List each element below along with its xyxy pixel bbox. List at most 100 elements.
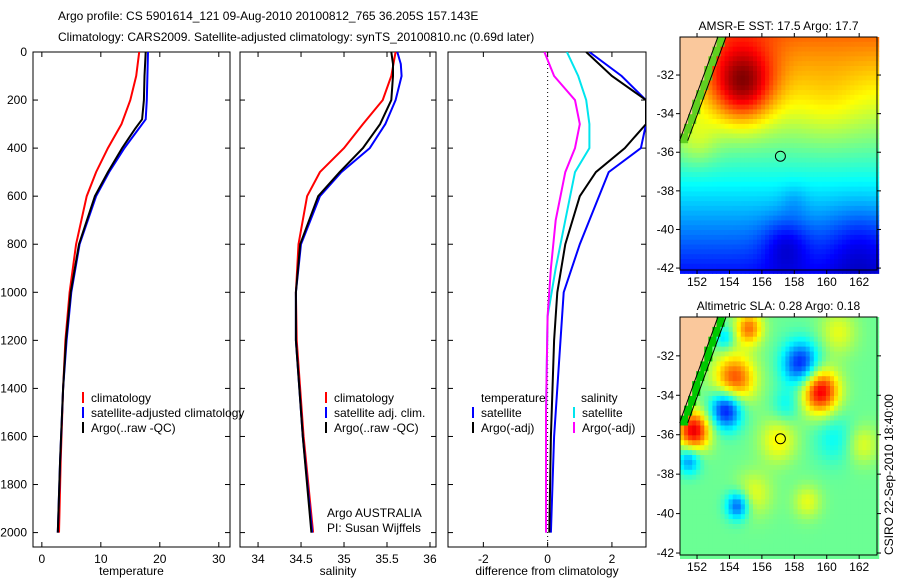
map-cell (761, 220, 766, 225)
map-cell (802, 235, 807, 240)
map-cell (858, 52, 863, 57)
map-cell (729, 460, 734, 465)
map-cell (834, 90, 839, 95)
map-cell (789, 129, 794, 134)
map-cell (757, 138, 762, 143)
map-cell (822, 240, 827, 245)
map-cell (777, 71, 782, 76)
map-cell (842, 191, 847, 196)
map-cell (830, 191, 835, 196)
map-cell (708, 114, 713, 119)
map-cell (749, 455, 754, 460)
map-cell (684, 475, 689, 480)
map-cell (822, 356, 827, 361)
map-cell (749, 42, 754, 47)
map-cell (696, 352, 701, 357)
map-cell (680, 544, 685, 549)
map-cell (712, 80, 717, 85)
map-cell (842, 416, 847, 421)
map-cell (785, 401, 790, 406)
map-cell (745, 322, 750, 327)
map-cell (692, 327, 697, 332)
map-cell (862, 196, 867, 201)
map-cell (830, 509, 835, 514)
map-cell (704, 470, 709, 475)
map-cell (725, 337, 730, 342)
map-cell (854, 90, 859, 95)
map-cell (798, 66, 803, 71)
map-cell (826, 85, 831, 90)
map-cell (850, 191, 855, 196)
map-cell (858, 529, 863, 534)
map-cell (773, 376, 778, 381)
map-cell (688, 480, 693, 485)
map-cell (704, 435, 709, 440)
map-cell (850, 254, 855, 259)
map-cell (717, 71, 722, 76)
map-cell (745, 391, 750, 396)
map-cell (769, 71, 774, 76)
map-cell (846, 549, 851, 554)
map-cell (842, 138, 847, 143)
map-cell (802, 554, 807, 559)
map-cell (838, 356, 843, 361)
map-cell (684, 519, 689, 524)
map-cell (704, 460, 709, 465)
map-cell (867, 211, 872, 216)
map-cell (798, 105, 803, 110)
map-cell (737, 460, 742, 465)
map-cell (737, 114, 742, 119)
map-cell (708, 129, 713, 134)
map-cell (838, 71, 843, 76)
map-cell (871, 430, 876, 435)
map-cell (741, 52, 746, 57)
map-cell (777, 138, 782, 143)
map-cell (745, 259, 750, 264)
map-cell (721, 435, 726, 440)
map-cell (729, 158, 734, 163)
map-cell (741, 495, 746, 500)
map-cell (789, 401, 794, 406)
map-cell (725, 376, 730, 381)
map-cell (749, 514, 754, 519)
map-cell (737, 52, 742, 57)
map-cell (737, 554, 742, 559)
map-cell (704, 76, 709, 81)
map-cell (704, 549, 709, 554)
map-cell (826, 416, 831, 421)
map-cell (729, 109, 734, 114)
map-cell (822, 430, 827, 435)
map-cell (854, 445, 859, 450)
map-cell (737, 143, 742, 148)
map-cell (842, 264, 847, 269)
map-cell (858, 85, 863, 90)
map-cell (818, 332, 823, 337)
map-cell (814, 47, 819, 52)
map-cell (741, 201, 746, 206)
map-cell (789, 534, 794, 539)
map-cell (862, 361, 867, 366)
map-cell (818, 119, 823, 124)
map-cell (794, 254, 799, 259)
map-cell (733, 411, 738, 416)
map-cell (721, 361, 726, 366)
map-cell (794, 90, 799, 95)
map-cell (822, 235, 827, 240)
map-cell (773, 490, 778, 495)
map-cell (708, 211, 713, 216)
map-cell (822, 524, 827, 529)
map-cell (757, 100, 762, 105)
map-cell (822, 534, 827, 539)
map-cell (708, 460, 713, 465)
map-cell (684, 90, 689, 95)
map-cell (826, 56, 831, 61)
map-cell (777, 114, 782, 119)
map-cell (700, 470, 705, 475)
map-cell (717, 549, 722, 554)
map-cell (717, 187, 722, 192)
map-cell (818, 52, 823, 57)
map-cell (834, 401, 839, 406)
map-cell (814, 337, 819, 342)
map-cell (729, 134, 734, 139)
map-cell (810, 216, 815, 221)
